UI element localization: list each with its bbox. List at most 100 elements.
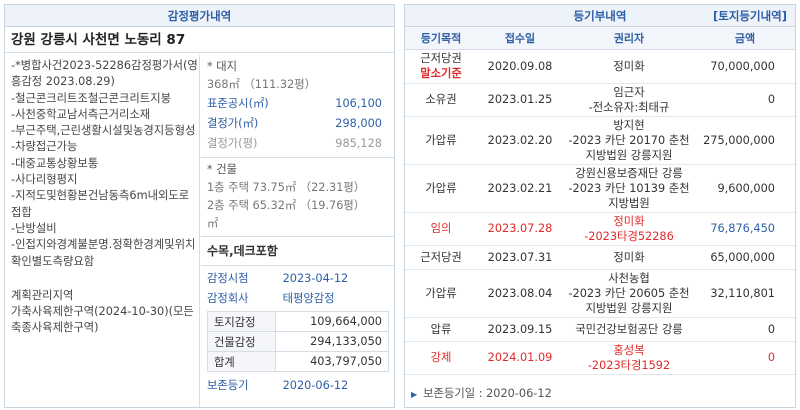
appraisal-values-table: 토지감정 109,664,000 건물감정 294,133,050 합계 403… (207, 311, 389, 372)
appraisal-notes: -*병합사건2023-52286감정평가서(영흥감정 2023.08.29) -… (11, 59, 198, 268)
appraisal-header: 감정평가내역 (5, 5, 394, 27)
registry-date: 2023.07.31 (477, 245, 563, 270)
appraisal-notes-column: -*병합사건2023-52286감정평가서(영흥감정 2023.08.29) -… (5, 55, 200, 407)
registry-date: 2023.02.20 (477, 116, 563, 165)
land-row-decided-pyeong: 결정가(평) 985,128 (207, 134, 388, 154)
table-row: 건물감정 294,133,050 (207, 331, 389, 352)
value-label: 토지감정 (207, 311, 276, 332)
divider (201, 265, 394, 266)
triangle-bullet-icon: ▶ (411, 390, 418, 399)
appraisal-panel: 감정평가내역 강원 강릉시 사천면 노동리 87 -*병합사건2023-5228… (4, 4, 395, 408)
registry-holder: 강원신용보증재단 강릉 -2023 카단 10139 춘천지방법원 (563, 164, 695, 213)
registry-purpose: 가압류 (405, 116, 477, 165)
trees-note: 수목,데크포함 (207, 244, 278, 258)
preserve-registration-footer: ▶ 보존등기일 : 2020-06-12 (411, 385, 552, 401)
registry-amount: 65,000,000 (695, 245, 795, 270)
registry-amount: 0 (695, 83, 795, 117)
divider (201, 157, 394, 158)
table-row: 임의 2023.07.28 정미화 -2023타경52286 76,876,450 (405, 212, 795, 246)
column-header-date: 접수일 (477, 27, 563, 50)
purpose-text: 근저당권 (420, 52, 462, 65)
registry-date: 2020.09.08 (477, 49, 563, 84)
registry-amount: 76,876,450 (695, 212, 795, 246)
registry-date: 2023.09.15 (477, 317, 563, 342)
table-row: 강제 2024.01.09 홍성복 -2023타경1592 0 (405, 341, 795, 375)
purpose-text: 강제 (430, 351, 452, 364)
purpose-text: 가압류 (425, 133, 457, 147)
table-row: 가압류 2023.08.04 사천농협 -2023 카단 20605 춘천지방법원 … (405, 269, 795, 318)
registry-amount: 32,110,801 (695, 269, 795, 318)
registry-purpose: 근저당권 (405, 245, 477, 270)
registry-purpose: 근저당권 말소기준 (405, 49, 477, 84)
value-amount: 109,664,000 (275, 311, 389, 332)
value-label: 합계 (207, 351, 276, 372)
registry-date: 2024.01.09 (477, 341, 563, 375)
preserve-registration-row: 보존등기 2020-06-12 (207, 376, 388, 396)
registry-purpose: 압류 (405, 317, 477, 342)
purpose-text: 근저당권 (420, 250, 462, 264)
registry-amount: 70,000,000 (695, 49, 795, 84)
registry-panel: 등기부내역 [토지등기내역] 등기목적 접수일 권리자 금액 근저당권 말소기준 2… (404, 4, 796, 408)
land-row-value: 985,128 (335, 137, 382, 150)
registry-table-header: 등기목적 접수일 권리자 금액 (405, 27, 795, 50)
table-row: 합계 403,797,050 (207, 351, 389, 372)
value-label: 건물감정 (207, 331, 276, 352)
registry-holder: 임근자 -전소유자:최태규 (563, 83, 695, 117)
table-row: 압류 2023.09.15 국민건강보험공단 강릉 0 (405, 317, 795, 342)
registry-title: 등기부내역 (573, 9, 627, 23)
registry-amount: 275,000,000 (695, 116, 795, 165)
purpose-text: 임의 (430, 222, 452, 235)
table-row: 소유권 2023.01.25 임근자 -전소유자:최태규 0 (405, 83, 795, 117)
registry-holder: 국민건강보험공단 강릉 (563, 317, 695, 342)
registry-date: 2023.01.25 (477, 83, 563, 117)
value-amount: 294,133,050 (275, 331, 389, 352)
registry-purpose: 가압류 (405, 164, 477, 213)
registry-amount: 0 (695, 341, 795, 375)
preserve-label: 보존등기 (207, 379, 249, 392)
land-registry-link[interactable]: [토지등기내역] (713, 9, 787, 23)
divider (201, 236, 394, 237)
land-row-standard: 표준공시(㎡) 106,100 (207, 94, 388, 114)
registry-purpose: 임의 (405, 212, 477, 246)
appraisal-company-label: 감정회사 (207, 292, 249, 305)
building-unit: ㎡ (207, 217, 219, 230)
table-row: 근저당권 2023.07.31 정미화 65,000,000 (405, 245, 795, 270)
registry-header: 등기부내역 [토지등기내역] (405, 5, 795, 27)
appraisal-date-row: 감정시점 2023-04-12 (207, 269, 388, 289)
registry-amount: 0 (695, 317, 795, 342)
registry-holder: 홍성복 -2023타경1592 (563, 341, 695, 375)
appraisal-date: 2023-04-12 (282, 272, 349, 285)
registry-purpose: 강제 (405, 341, 477, 375)
registry-purpose: 가압류 (405, 269, 477, 318)
table-row: 토지감정 109,664,000 (207, 311, 389, 332)
zoning-info: 계획관리지역 가축사육제한구역(2024-10-30)(모든축종사육제한구역) (11, 288, 194, 335)
land-row-value: 298,000 (335, 117, 382, 130)
table-row: 근저당권 말소기준 2020.09.08 정미화 70,000,000 (405, 49, 795, 84)
registry-date: 2023.08.04 (477, 269, 563, 318)
purpose-text: 소유권 (425, 93, 457, 106)
registry-purpose: 소유권 (405, 83, 477, 117)
land-row-decided-sqm: 결정가(㎡) 298,000 (207, 114, 388, 134)
registry-amount: 9,600,000 (695, 164, 795, 213)
building-floor-1: 1층 주택 73.75㎡ （22.31평） (207, 181, 366, 194)
land-row-label: 결정가(㎡) (207, 117, 259, 130)
appraisal-detail-column: * 대지 368㎡ （111.32평） 표준공시(㎡) 106,100 결정가(… (201, 55, 394, 407)
column-header-amount: 금액 (695, 27, 795, 50)
purpose-text: 가압류 (425, 286, 457, 300)
registry-holder: 방지현 -2023 카단 20170 춘천지방법원 강릉지원 (563, 116, 695, 165)
registry-table-body: 근저당권 말소기준 2020.09.08 정미화 70,000,000 소유권 2023.0… (405, 49, 795, 375)
purpose-text: 가압류 (425, 181, 457, 195)
column-header-holder: 권리자 (563, 27, 695, 50)
registry-holder: 정미화 (563, 245, 695, 270)
value-amount: 403,797,050 (275, 351, 389, 372)
land-section-title: * 대지 (207, 60, 238, 73)
land-row-label: 결정가(평) (207, 137, 258, 150)
registry-holder: 정미화 -2023타경52286 (563, 212, 695, 246)
appraisal-date-label: 감정시점 (207, 272, 249, 285)
appraisal-company-row: 감정회사 태평양감정 (207, 289, 388, 309)
land-row-label: 표준공시(㎡) (207, 97, 269, 110)
column-header-purpose: 등기목적 (405, 27, 477, 50)
table-row: 가압류 2023.02.21 강원신용보증재단 강릉 -2023 카단 10139 … (405, 164, 795, 213)
table-row: 가압류 2023.02.20 방지현 -2023 카단 20170 춘천지방법원 강… (405, 116, 795, 165)
registry-date: 2023.07.28 (477, 212, 563, 246)
